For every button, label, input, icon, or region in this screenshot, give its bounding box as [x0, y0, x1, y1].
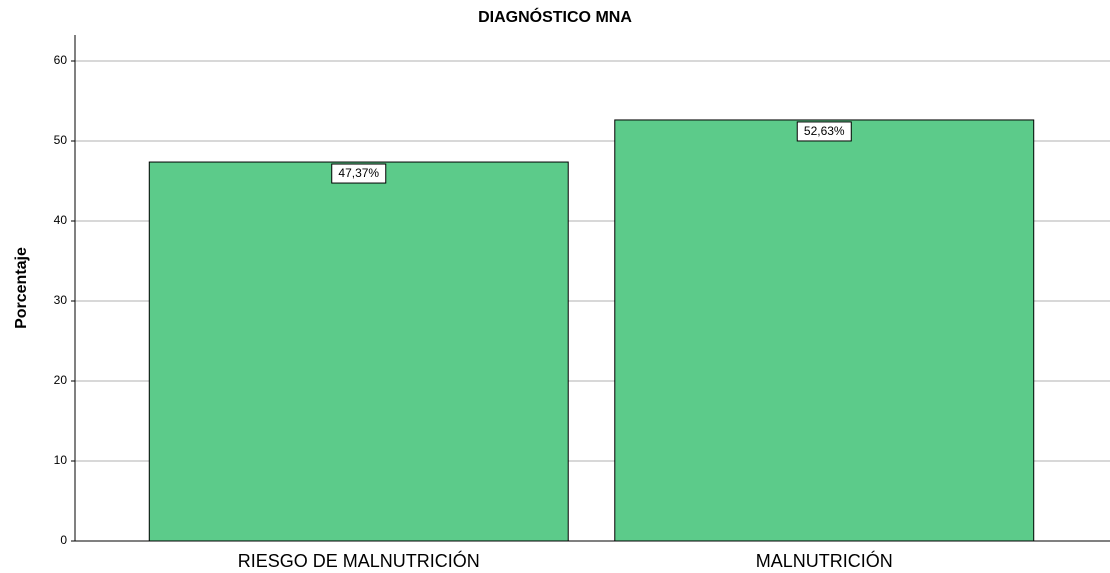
y-axis-label: Porcentaje	[13, 247, 30, 329]
value-label-box	[796, 121, 852, 142]
y-tick-label: 40	[54, 213, 68, 227]
value-label: 52,63%	[804, 124, 845, 138]
y-tick-label: 60	[54, 53, 68, 67]
value-label: 47,37%	[338, 166, 379, 180]
y-tick-label: 10	[54, 453, 68, 467]
x-tick-label: RIESGO DE MALNUTRICIÓN	[238, 550, 480, 571]
y-tick-label: 0	[60, 533, 67, 547]
bar	[614, 119, 1035, 542]
chart-title: DIAGNÓSTICO MNA	[478, 7, 632, 26]
bar	[148, 161, 569, 542]
y-tick-label: 30	[54, 293, 68, 307]
y-tick-label: 20	[54, 373, 68, 387]
value-label-box	[331, 163, 387, 184]
x-tick-label: MALNUTRICIÓN	[756, 550, 893, 571]
y-tick-label: 50	[54, 133, 68, 147]
